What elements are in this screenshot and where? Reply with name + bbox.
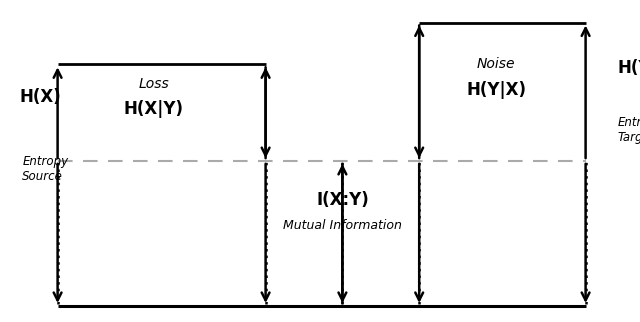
Text: H(X): H(X) bbox=[19, 88, 61, 106]
Text: Entropy
Target: Entropy Target bbox=[618, 116, 640, 144]
Text: H(Y|X): H(Y|X) bbox=[466, 81, 526, 99]
Text: I(X:Y): I(X:Y) bbox=[316, 191, 369, 209]
Text: H(X|Y): H(X|Y) bbox=[124, 100, 184, 118]
Text: Entropy
Source: Entropy Source bbox=[22, 155, 68, 183]
Text: Noise: Noise bbox=[477, 57, 515, 71]
Text: Mutual Information: Mutual Information bbox=[283, 219, 402, 232]
Text: Loss: Loss bbox=[138, 77, 169, 91]
Text: H(Y): H(Y) bbox=[618, 59, 640, 77]
